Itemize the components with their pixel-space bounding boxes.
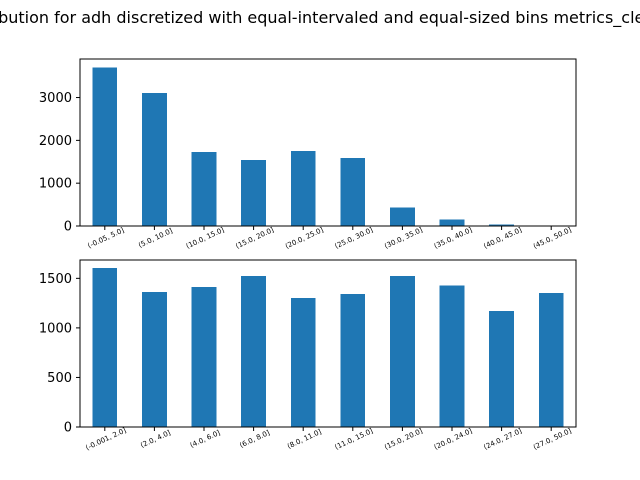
top-xtick-label-2: (10.0, 15.0] <box>185 226 226 251</box>
top-xtick-label-4: (20.0, 25.0] <box>284 226 325 251</box>
top-bar-2 <box>191 151 217 226</box>
bottom-bar-8 <box>489 311 514 427</box>
top-bar-5 <box>340 157 366 226</box>
bottom-ytick-label-2: 1000 <box>39 321 72 336</box>
bottom-xtick-label-0: (-0.001, 2.0] <box>84 426 127 452</box>
top-xtick-label-3: (15.0, 20.0] <box>234 226 275 251</box>
figure-title: Distribution for adh discretized with eq… <box>0 8 640 28</box>
top-bar-0 <box>92 67 118 226</box>
top-bar-3 <box>241 160 266 226</box>
bottom-xtick-label-5: (11.0, 15.0] <box>334 427 375 452</box>
bottom-bar-3 <box>241 275 266 427</box>
bottom-xtick-label-3: (6.0, 8.0] <box>238 429 271 450</box>
bottom-bar-5 <box>340 294 366 427</box>
bottom-xtick-label-7: (20.0, 24.0] <box>433 427 474 452</box>
bottom-bar-1 <box>142 292 167 427</box>
bottom-xtick-label-9: (27.0, 50.0] <box>532 427 573 452</box>
top-bar-8 <box>489 224 514 226</box>
top-xtick-label-6: (30.0, 35.0] <box>383 226 424 251</box>
bottom-bar-7 <box>439 285 465 427</box>
top-xtick-label-1: (5.0, 10.0] <box>137 227 174 250</box>
top-ytick-label-0: 0 <box>64 220 72 235</box>
bottom-ytick-label-3: 1500 <box>39 272 72 287</box>
top-chart-panel: 0 1000 2000 3000 (-0.05, 5.0] (5.0, 10.0] (10.… <box>39 58 577 251</box>
bottom-bar-9 <box>538 293 564 427</box>
top-bar-1 <box>142 92 167 226</box>
bottom-xtick-label-1: (2.0, 4.0] <box>139 429 172 450</box>
top-ytick-label-2: 2000 <box>39 134 72 149</box>
top-ytick-label-1: 1000 <box>39 177 72 192</box>
bottom-bar-0 <box>92 267 118 427</box>
bottom-ytick-label-1: 500 <box>47 371 72 386</box>
top-xtick-label-0: (-0.05, 5.0] <box>87 226 126 250</box>
top-bar-4 <box>290 151 316 226</box>
top-bar-6 <box>390 207 415 226</box>
top-xtick-label-7: (35.0, 40.0] <box>433 226 474 251</box>
bottom-bar-2 <box>191 286 217 427</box>
bottom-xtick-label-4: (8.0, 11.0] <box>286 428 323 451</box>
bottom-chart-panel: 0 500 1000 1500 (-0.001, 2.0] (2.0, 4.0] (4.0,… <box>39 259 577 452</box>
bottom-xtick-label-2: (4.0, 6.0] <box>189 429 222 450</box>
top-xtick-label-8: (40.0, 45.0] <box>482 226 523 251</box>
top-bar-7 <box>439 219 465 226</box>
bottom-xtick-label-8: (24.0, 27.0] <box>482 427 523 452</box>
top-xtick-label-9: (45.0, 50.0] <box>532 226 573 251</box>
bottom-xtick-label-6: (15.0, 20.0] <box>383 427 424 452</box>
bottom-bar-4 <box>290 298 316 427</box>
top-xtick-label-5: (25.0, 30.0] <box>334 226 375 251</box>
top-ytick-label-3: 3000 <box>39 91 72 106</box>
bottom-bar-6 <box>390 275 415 427</box>
bottom-axes-frame <box>79 259 577 428</box>
top-axes-frame <box>79 58 577 227</box>
bottom-ytick-label-0: 0 <box>64 421 72 436</box>
